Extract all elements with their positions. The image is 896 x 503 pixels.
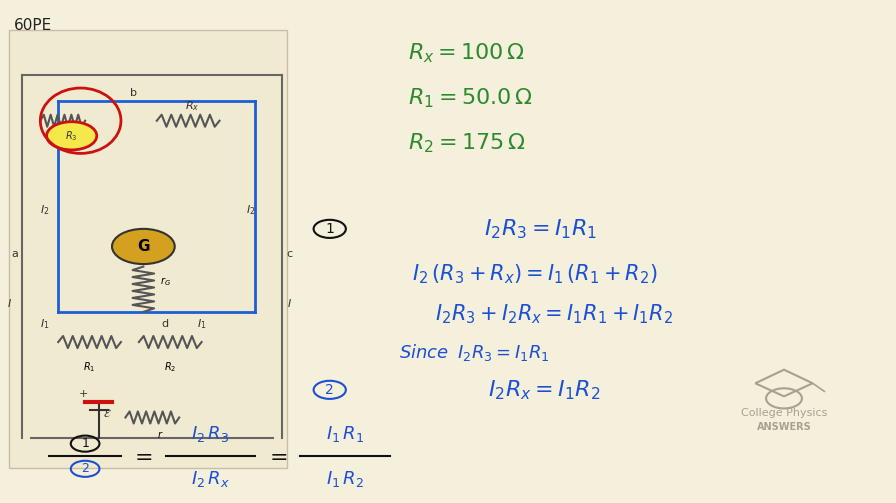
- Circle shape: [47, 122, 97, 150]
- Text: $=$: $=$: [264, 445, 288, 467]
- Text: $=$: $=$: [130, 445, 153, 467]
- Text: $I_1$: $I_1$: [40, 317, 50, 331]
- Text: 2: 2: [325, 383, 334, 397]
- Text: $R_2 = 175\,\Omega$: $R_2 = 175\,\Omega$: [408, 132, 525, 155]
- Text: $I$: $I$: [6, 297, 12, 309]
- Text: b: b: [130, 88, 137, 98]
- Text: $R_x$: $R_x$: [185, 99, 200, 113]
- Text: +: +: [79, 389, 88, 399]
- Text: $I_2 R_3 + I_2 R_x = I_1 R_1 + I_1 R_2$: $I_2 R_3 + I_2 R_x = I_1 R_1 + I_1 R_2$: [435, 303, 673, 326]
- Text: $I_2\,(R_3 + R_x) = I_1\,(R_1 + R_2)$: $I_2\,(R_3 + R_x) = I_1\,(R_1 + R_2)$: [412, 263, 658, 286]
- FancyBboxPatch shape: [9, 30, 287, 468]
- Text: $I_2$: $I_2$: [246, 203, 256, 217]
- Text: $R_1$: $R_1$: [83, 360, 96, 374]
- Text: 1: 1: [325, 222, 334, 236]
- Text: $I_2$: $I_2$: [40, 203, 50, 217]
- Circle shape: [112, 229, 175, 264]
- Text: $I_1\,R_2$: $I_1\,R_2$: [326, 469, 364, 489]
- Text: $r$: $r$: [157, 429, 163, 440]
- Text: $I$: $I$: [287, 297, 292, 309]
- Text: $R_3$: $R_3$: [65, 129, 78, 143]
- Text: $R_2$: $R_2$: [164, 360, 177, 374]
- Text: ANSWERS: ANSWERS: [756, 422, 812, 432]
- Text: $I_2 R_3 = I_1 R_1$: $I_2 R_3 = I_1 R_1$: [484, 217, 597, 240]
- Text: $r_G$: $r_G$: [160, 275, 171, 288]
- Text: $R_1 = 50.0\,\Omega$: $R_1 = 50.0\,\Omega$: [408, 87, 532, 110]
- Text: $I_1$: $I_1$: [197, 317, 207, 331]
- Text: 1: 1: [82, 437, 89, 450]
- Text: $\mathit{Since}\;\; I_2 R_3 = I_1 R_1$: $\mathit{Since}\;\; I_2 R_3 = I_1 R_1$: [399, 342, 549, 363]
- Text: c: c: [287, 248, 293, 259]
- Text: 2: 2: [82, 462, 89, 475]
- Text: $R_x = 100\,\Omega$: $R_x = 100\,\Omega$: [408, 41, 524, 64]
- Text: G: G: [137, 239, 150, 254]
- Text: College Physics: College Physics: [741, 408, 827, 418]
- Text: $\mathcal{E}$: $\mathcal{E}$: [103, 407, 112, 420]
- Text: $I_2\,R_x$: $I_2\,R_x$: [191, 469, 230, 489]
- Text: d: d: [161, 319, 168, 329]
- Text: $I_1\,R_1$: $I_1\,R_1$: [326, 424, 364, 444]
- Text: a: a: [11, 248, 18, 259]
- Text: $I_2 R_x = I_1 R_2$: $I_2 R_x = I_1 R_2$: [488, 378, 600, 401]
- Text: 60PE: 60PE: [13, 18, 52, 33]
- Text: $I_2\,R_3$: $I_2\,R_3$: [192, 424, 229, 444]
